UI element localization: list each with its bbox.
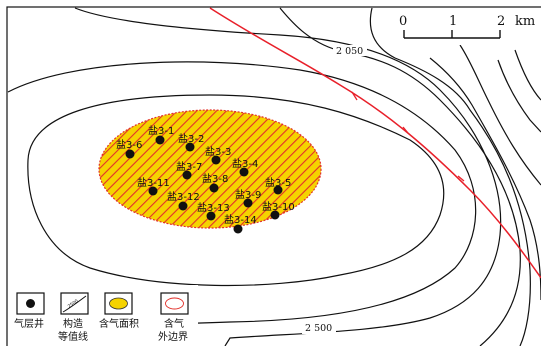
contour-line bbox=[279, 7, 521, 346]
legend-label-contour-2: 等值线 bbox=[58, 330, 88, 343]
well-marker: 盐3-9 bbox=[235, 188, 261, 208]
legend-label-gas-well: 气层井 bbox=[14, 317, 44, 330]
well-marker: 盐3-13 bbox=[197, 201, 230, 221]
map-frame bbox=[6, 6, 541, 346]
well-marker: 盐3-14 bbox=[224, 213, 257, 234]
scale-tick-2: 2 bbox=[497, 14, 505, 29]
legend: 气层井 2500 构造 等值线 含气面积 含气 外边界 bbox=[8, 285, 198, 345]
scale-line bbox=[403, 30, 501, 39]
well-dot bbox=[155, 135, 165, 145]
well-dot bbox=[270, 210, 280, 220]
wells-layer: 盐3-1盐3-2盐3-3盐3-4盐3-5盐3-6盐3-7盐3-8盐3-9盐3-1… bbox=[116, 124, 295, 234]
well-dot bbox=[206, 211, 216, 221]
well-label: 盐3-8 bbox=[202, 172, 228, 185]
well-label: 盐3-6 bbox=[116, 138, 142, 151]
well-marker: 盐3-1 bbox=[148, 124, 174, 145]
contour-label-bg bbox=[302, 322, 336, 334]
gas-area-icon bbox=[109, 297, 128, 310]
fault-line bbox=[209, 7, 541, 279]
well-label: 盐3-10 bbox=[262, 200, 295, 213]
well-label: 盐3-4 bbox=[232, 157, 258, 170]
well-marker: 盐3-2 bbox=[178, 132, 204, 152]
well-dot bbox=[182, 170, 192, 180]
gas-boundary-icon bbox=[165, 297, 184, 310]
well-label: 盐3-11 bbox=[137, 176, 170, 189]
well-dot bbox=[178, 201, 188, 211]
contour-label-2500: 2 500 bbox=[305, 323, 332, 334]
contour-line bbox=[514, 49, 541, 101]
contour-line bbox=[497, 59, 541, 133]
well-label: 盐3-2 bbox=[178, 132, 204, 145]
well-dot bbox=[233, 224, 243, 234]
scale-unit: km bbox=[515, 14, 535, 29]
gas-well-icon bbox=[26, 299, 35, 308]
legend-label-gas-boundary-2: 外边界 bbox=[158, 331, 188, 343]
well-marker: 盐3-3 bbox=[205, 145, 231, 165]
legend-contour-sample: 2500 bbox=[67, 298, 80, 310]
well-dot bbox=[239, 167, 249, 177]
well-label: 盐3-12 bbox=[167, 190, 200, 203]
contour-line bbox=[369, 7, 531, 346]
well-dot bbox=[211, 155, 221, 165]
scale-tick-0: 0 bbox=[399, 14, 407, 29]
well-label: 盐3-13 bbox=[197, 201, 230, 214]
well-marker: 盐3-8 bbox=[202, 172, 228, 193]
well-marker: 盐3-5 bbox=[265, 176, 291, 195]
gas-area-polygon bbox=[98, 109, 322, 229]
well-marker: 盐3-6 bbox=[116, 138, 142, 159]
well-label: 盐3-14 bbox=[224, 213, 257, 226]
well-label: 盐3-3 bbox=[205, 145, 231, 158]
legend-label-contour-1: 构造 bbox=[63, 317, 83, 330]
contour-icon bbox=[62, 295, 87, 313]
well-dot bbox=[125, 149, 135, 159]
well-dot bbox=[148, 186, 158, 196]
legend-label-gas-area: 含气面积 bbox=[99, 317, 139, 330]
well-label: 盐3-5 bbox=[265, 176, 291, 189]
contour-label-2050: 2 050 bbox=[336, 46, 363, 57]
legend-label-gas-boundary-1: 含气 bbox=[164, 317, 184, 330]
well-marker: 盐3-11 bbox=[137, 176, 170, 196]
contour-label-bg bbox=[333, 45, 367, 56]
contour-line bbox=[459, 44, 541, 186]
scale-tick-1: 1 bbox=[449, 14, 457, 29]
contour-line bbox=[27, 94, 445, 287]
well-label: 盐3-1 bbox=[148, 124, 174, 137]
well-marker: 盐3-4 bbox=[232, 157, 258, 177]
well-marker: 盐3-10 bbox=[262, 200, 295, 220]
well-dot bbox=[273, 185, 283, 195]
well-marker: 盐3-12 bbox=[167, 190, 200, 211]
scale-bar-bg bbox=[395, 10, 536, 45]
contour-line bbox=[429, 57, 541, 301]
fault-ticks bbox=[351, 91, 465, 182]
well-dot bbox=[209, 183, 219, 193]
well-dot bbox=[243, 198, 253, 208]
well-marker: 盐3-7 bbox=[176, 160, 202, 180]
contour-lines bbox=[7, 7, 541, 346]
well-label: 盐3-7 bbox=[176, 160, 202, 173]
well-dot bbox=[185, 142, 195, 152]
scale-bar: 0 1 2 km bbox=[395, 10, 536, 45]
legend-box-gas-boundary bbox=[160, 292, 189, 315]
well-label: 盐3-9 bbox=[235, 188, 261, 201]
